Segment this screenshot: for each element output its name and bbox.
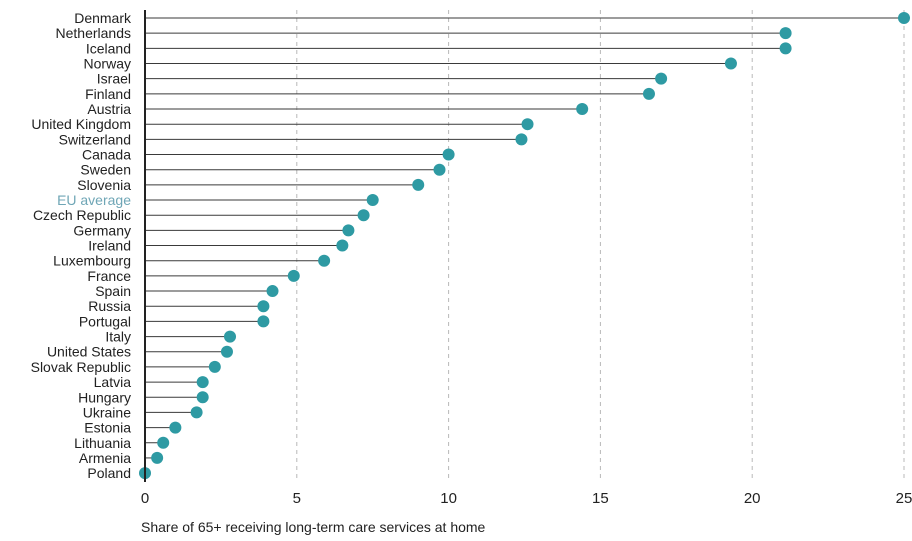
category-label: Spain <box>95 283 131 299</box>
category-label: Portugal <box>79 313 131 329</box>
data-point <box>266 285 279 298</box>
category-label: Netherlands <box>56 25 132 41</box>
data-point <box>287 269 300 282</box>
data-point <box>433 163 446 176</box>
data-point <box>724 57 737 70</box>
data-point <box>220 345 233 358</box>
category-label: Ukraine <box>83 404 131 420</box>
category-label: Germany <box>73 222 131 238</box>
category-label: Russia <box>88 298 131 314</box>
x-tick-label: 5 <box>293 490 301 507</box>
category-label: Finland <box>85 86 131 102</box>
data-point <box>151 451 164 464</box>
category-label: Canada <box>82 147 131 163</box>
data-point <box>318 254 331 267</box>
category-label: Latvia <box>94 374 132 390</box>
x-tick-label: 10 <box>440 490 457 507</box>
category-label: Czech Republic <box>33 207 131 223</box>
category-label: Armenia <box>79 450 131 466</box>
category-labels: DenmarkNetherlandsIcelandNorwayIsraelFin… <box>31 10 132 481</box>
category-label: Iceland <box>86 40 131 56</box>
data-point <box>224 330 237 343</box>
category-label: Ireland <box>88 238 131 254</box>
stems <box>145 17 904 459</box>
data-point <box>779 42 792 55</box>
data-point <box>898 12 910 24</box>
category-label: Slovenia <box>77 177 131 193</box>
category-label: Denmark <box>74 10 132 26</box>
data-point <box>208 360 221 373</box>
data-point <box>257 300 270 313</box>
x-tick-label: 20 <box>744 490 761 507</box>
data-point <box>196 376 209 389</box>
x-tick-label: 25 <box>896 490 912 507</box>
data-point <box>779 27 792 40</box>
category-label: Switzerland <box>59 131 131 147</box>
category-label: France <box>87 268 131 284</box>
x-tick-label: 0 <box>141 490 149 507</box>
data-point <box>169 421 182 434</box>
category-label: Norway <box>84 56 131 72</box>
category-label: Israel <box>97 71 131 87</box>
data-point <box>576 103 589 116</box>
category-label: Estonia <box>84 420 131 436</box>
category-label: Poland <box>87 465 131 481</box>
x-axis-title: Share of 65+ receiving long-term care se… <box>141 519 486 535</box>
category-label: Lithuania <box>74 435 131 451</box>
data-point <box>190 406 203 419</box>
gridlines <box>296 10 905 482</box>
category-label: Austria <box>87 101 131 117</box>
data-point <box>642 87 655 100</box>
data-point <box>336 239 349 252</box>
data-point <box>515 133 528 146</box>
x-tick-labels: 0 5 10 15 20 25 <box>141 490 912 507</box>
category-label: Italy <box>105 329 131 345</box>
data-point <box>366 194 379 207</box>
data-point <box>655 72 668 85</box>
category-label: EU average <box>57 192 131 208</box>
category-label: Slovak Republic <box>31 359 131 375</box>
data-point <box>342 224 355 237</box>
data-point <box>257 315 270 328</box>
data-point <box>357 209 370 222</box>
data-point <box>521 118 534 131</box>
category-label: United Kingdom <box>31 116 131 132</box>
data-point <box>196 391 209 404</box>
category-label: Sweden <box>80 162 131 178</box>
category-label: Luxembourg <box>53 253 131 269</box>
category-label: Hungary <box>78 389 131 405</box>
data-point <box>412 178 425 191</box>
data-point <box>442 148 455 161</box>
category-label: United States <box>47 344 131 360</box>
data-point <box>157 436 170 449</box>
x-tick-label: 15 <box>592 490 609 507</box>
